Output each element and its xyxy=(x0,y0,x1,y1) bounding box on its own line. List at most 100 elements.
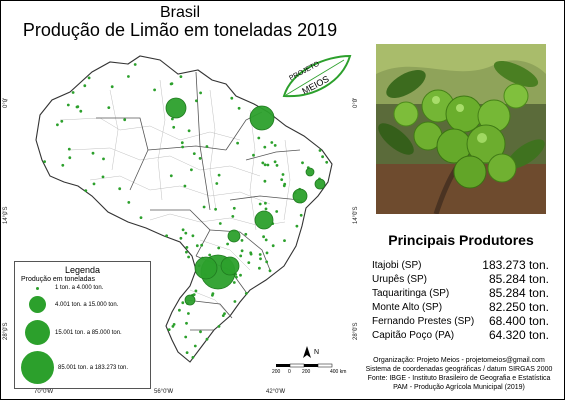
legend-label-class-4: 85.001 ton. a 183.273 ton. xyxy=(58,365,129,371)
production-symbol-small xyxy=(123,118,127,122)
production-symbol-small xyxy=(233,300,237,303)
producer-value: 68.400 ton. xyxy=(488,314,549,328)
production-symbol-small xyxy=(43,160,46,164)
production-symbol-small xyxy=(165,234,169,238)
production-symbol-small xyxy=(202,205,206,209)
production-symbol-large xyxy=(314,178,326,190)
production-symbol-small xyxy=(240,239,244,242)
legend-symbol-class-3 xyxy=(25,320,50,345)
production-symbol-small xyxy=(187,129,191,133)
production-symbol-small xyxy=(199,91,203,95)
production-symbol-small xyxy=(179,75,183,78)
production-symbol-small xyxy=(195,99,198,103)
production-symbol-small xyxy=(185,250,188,254)
production-symbol-small xyxy=(76,105,80,109)
production-symbol-small xyxy=(259,257,262,261)
producers-title: Principais Produtores xyxy=(388,232,534,248)
production-symbol-small xyxy=(110,85,114,89)
production-symbol-small xyxy=(87,76,91,80)
production-symbol-small xyxy=(217,173,221,177)
production-symbol-small xyxy=(211,293,214,297)
producer-name: Taquaritinga (SP) xyxy=(372,288,450,299)
production-symbol-small xyxy=(258,253,262,256)
legend-label-class-3: 15.001 ton. a 85.000 ton. xyxy=(55,330,122,336)
production-symbol-small xyxy=(179,236,183,240)
production-symbol-small xyxy=(92,182,96,186)
production-symbol-small xyxy=(282,184,286,188)
credits-crs: Sistema de coordenadas geográficas / dat… xyxy=(365,366,553,373)
production-symbol-small xyxy=(236,141,240,145)
production-symbol-small xyxy=(218,222,222,225)
producer-value: 64.320 ton. xyxy=(488,328,549,342)
production-symbol-small xyxy=(191,234,195,238)
lon-label-3: 42°0'W xyxy=(266,389,286,395)
production-symbol-small xyxy=(318,149,322,152)
producer-name: Itajobi (SP) xyxy=(372,260,422,271)
scale-label-4: 400 km xyxy=(330,369,347,375)
production-symbol-small xyxy=(273,160,277,164)
scale-bar: 200 0 200 400 km xyxy=(272,360,352,378)
production-symbol-small xyxy=(187,255,191,259)
production-symbol-small xyxy=(281,173,285,176)
production-symbol-small xyxy=(61,163,65,167)
production-symbol-small xyxy=(321,155,324,159)
lat-label-right-1: 0°0' xyxy=(353,97,359,108)
production-symbol-small xyxy=(191,356,195,359)
scale-label-2: 0 xyxy=(288,369,291,375)
production-symbol-small xyxy=(215,182,219,185)
lat-label-left-2: 14°0'S xyxy=(3,206,9,224)
production-symbol-small xyxy=(244,292,248,295)
production-symbol-small xyxy=(187,312,190,315)
municipal-boundaries xyxy=(59,79,291,317)
production-symbol-small xyxy=(252,153,255,157)
production-symbol-small xyxy=(194,289,198,293)
production-symbol-small xyxy=(247,261,251,264)
production-symbol-small xyxy=(56,123,59,127)
production-symbol-small xyxy=(153,88,157,92)
production-symbol-small xyxy=(68,156,72,160)
production-symbol-small xyxy=(198,157,202,160)
production-symbol-large xyxy=(249,105,275,131)
production-symbol-small xyxy=(208,253,212,257)
producer-name: Urupês (SP) xyxy=(372,274,428,285)
production-symbol-small xyxy=(271,244,275,248)
production-symbol-small xyxy=(258,202,262,206)
north-label: N xyxy=(314,349,320,356)
production-symbol-small xyxy=(66,103,70,107)
production-symbol-small xyxy=(169,174,173,178)
production-symbol-small xyxy=(221,314,225,317)
production-symbol-small xyxy=(244,232,248,236)
production-symbol-small xyxy=(118,187,122,191)
production-symbol-small xyxy=(235,275,238,279)
production-symbol-small xyxy=(181,228,185,232)
production-symbol-small xyxy=(275,164,279,167)
legend-symbol-class-1 xyxy=(36,287,39,290)
production-symbol-small xyxy=(183,184,187,188)
production-symbol-large xyxy=(184,294,196,306)
credits-source: Fonte: IBGE - Instituto Brasileiro de Ge… xyxy=(367,375,551,382)
production-symbol-small xyxy=(172,125,176,129)
production-symbols xyxy=(43,63,329,359)
production-symbol-small xyxy=(262,235,265,239)
production-symbol-small xyxy=(190,168,193,172)
production-symbol-small xyxy=(232,206,236,210)
producer-row: Taquaritinga (SP) 85.284 ton. xyxy=(372,286,557,300)
production-symbol-large xyxy=(227,229,241,243)
production-symbol-small xyxy=(239,273,242,277)
production-symbol-small xyxy=(265,251,269,255)
production-symbol-small xyxy=(217,325,221,328)
producer-name: Fernando Prestes (SP) xyxy=(372,316,475,327)
production-symbol-small xyxy=(240,249,244,253)
production-symbol-small xyxy=(180,141,184,145)
production-symbol-small xyxy=(263,145,267,149)
producer-value: 85.284 ton. xyxy=(488,286,549,300)
production-symbol-small xyxy=(91,151,95,155)
production-symbol-small xyxy=(231,215,235,218)
producer-row: Urupês (SP) 85.284 ton. xyxy=(372,272,557,286)
lon-label-2: 56°0'W xyxy=(154,389,174,395)
legend-symbol-class-2 xyxy=(29,296,46,313)
production-symbol-small xyxy=(263,163,267,167)
production-symbol-small xyxy=(67,147,71,151)
production-symbol-large xyxy=(254,210,274,230)
